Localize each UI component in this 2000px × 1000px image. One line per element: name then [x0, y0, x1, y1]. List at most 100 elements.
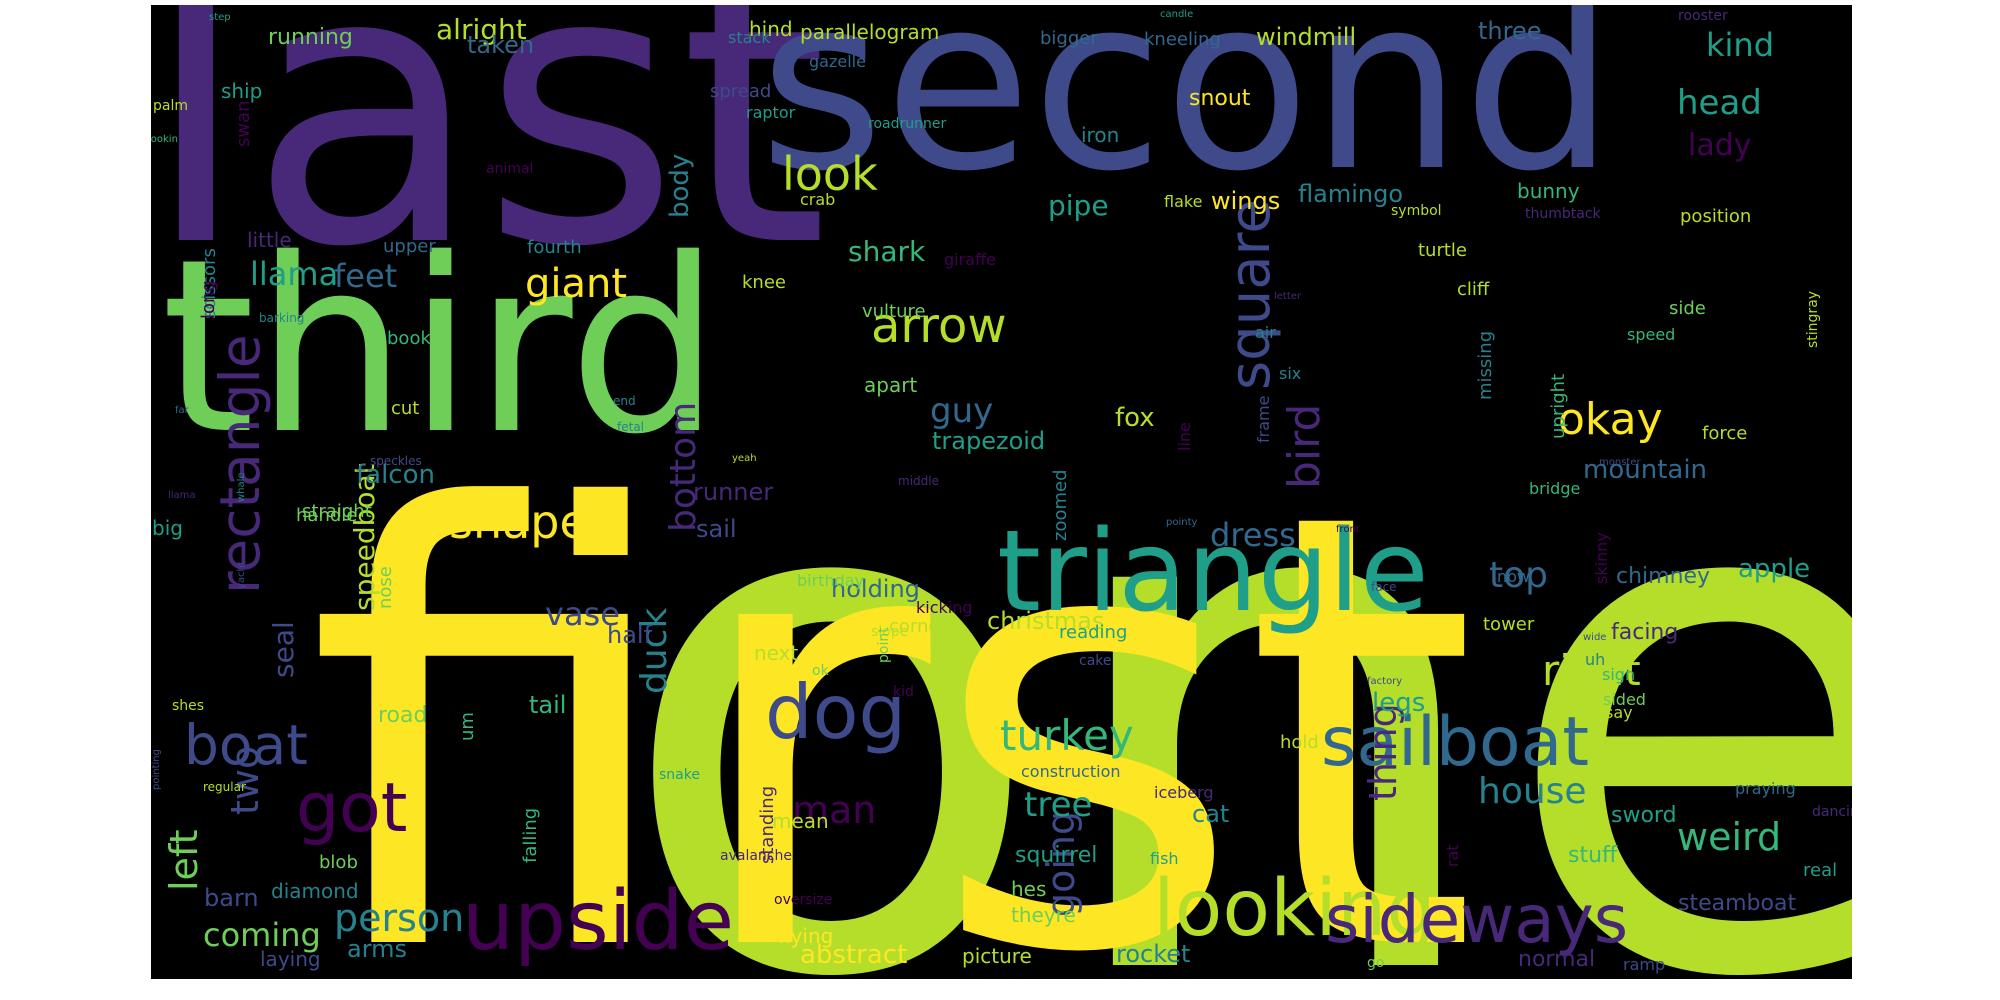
cloud-word-roadrunner: roadrunner [868, 116, 946, 132]
cloud-word-force: force [1702, 423, 1747, 444]
cloud-word-christmas: christmas [987, 607, 1104, 635]
cloud-word-side: side [1669, 298, 1706, 319]
cloud-word-guy: guy [930, 391, 993, 431]
cloud-word-upper: upper [383, 236, 436, 257]
cloud-word-wide: wide [1583, 632, 1606, 643]
cloud-word-thumbtack: thumbtack [1525, 206, 1602, 222]
cloud-word-real: real [1803, 860, 1837, 881]
cloud-word-air: air [1255, 323, 1276, 342]
cloud-word-cat: cat [1192, 800, 1229, 828]
cloud-word-taken: taken [467, 31, 534, 59]
cloud-word-middle: middle [898, 474, 939, 488]
cloud-word-candle: candle [1160, 9, 1193, 20]
cloud-word-giraffe: giraffe [944, 250, 996, 269]
cloud-word-yacht: yacht [236, 561, 247, 589]
cloud-word-giant: giant [525, 261, 627, 307]
cloud-word-six: six [1279, 364, 1301, 383]
cloud-word-abstract: abstract [800, 940, 907, 970]
cloud-word-fourth: fourth [527, 237, 582, 258]
cloud-word-corner: corner [889, 616, 947, 637]
cloud-word-frame: frame [1254, 396, 1273, 443]
cloud-word-normal: normal [1518, 947, 1595, 972]
cloud-word-one: one [614, 307, 1852, 979]
cloud-word-last: last [151, 5, 828, 330]
cloud-word-bigger: bigger [1040, 28, 1098, 49]
cloud-word-iceberg: iceberg [1154, 783, 1214, 802]
cloud-word-triangle: triangle [997, 507, 1429, 637]
cloud-word-running: running [268, 25, 353, 50]
cloud-word-squirrel: squirrel [1015, 843, 1097, 868]
cloud-word-house: house [1478, 771, 1587, 812]
cloud-word-hind: hind [749, 17, 793, 41]
cloud-word-lady: lady [1688, 128, 1752, 163]
cloud-word-kid: kid [893, 684, 914, 700]
cloud-word-right: right [1542, 646, 1641, 695]
cloud-word-slope: slope [871, 624, 908, 640]
cloud-word-okay: okay [1558, 394, 1663, 445]
cloud-word-speedboat: speedboat [348, 463, 381, 611]
cloud-word-flying: flying [778, 924, 833, 948]
cloud-word-uh: uh [1585, 650, 1605, 669]
cloud-word-dancing: dancing [1812, 804, 1852, 820]
cloud-word-big: big [152, 516, 183, 540]
cloud-word-scissors: scissors [199, 248, 220, 319]
cloud-word-pointy: pointy [1166, 517, 1198, 528]
cloud-word-alright: alright [436, 13, 527, 46]
cloud-word-half: half [607, 621, 653, 649]
cloud-word-lookin: lookin [151, 134, 178, 145]
cloud-word-steamboat: steamboat [1678, 891, 1796, 916]
cloud-word-fox: fox [1115, 403, 1155, 433]
cloud-word-body: body [665, 154, 695, 218]
cloud-word-stuff: stuff [1568, 843, 1618, 868]
cloud-word-letter: letter [1274, 291, 1302, 302]
cloud-word-looking: looking [1153, 864, 1436, 954]
cloud-word-oversize: oversize [774, 892, 832, 908]
cloud-word-runner: runner [693, 478, 773, 506]
cloud-word-coming: coming [203, 916, 321, 954]
cloud-word-duck: duck [634, 608, 675, 694]
cloud-word-shark: shark [848, 235, 926, 268]
cloud-word-weird: weird [1677, 815, 1781, 859]
cloud-word-skinny: skinny [1592, 532, 1611, 584]
cloud-word-arms: arms [347, 935, 407, 963]
cloud-word-line: line [1175, 422, 1194, 451]
cloud-word-speed: speed [1627, 325, 1675, 344]
cloud-word-look: look [782, 147, 878, 201]
cloud-word-road: road [378, 703, 427, 728]
cloud-word-sail: sail [696, 515, 737, 543]
cloud-word-sailboat: sailboat [1321, 703, 1589, 782]
cloud-word-top: top [1489, 555, 1548, 596]
cloud-word-square: square [1218, 199, 1283, 390]
cloud-word-ramp: ramp [1623, 955, 1665, 974]
cloud-word-snake: snake [659, 767, 700, 783]
cloud-word-llama: llama [168, 490, 196, 501]
cloud-word-symbol: symbol [1391, 203, 1442, 219]
cloud-word-going: going [1039, 811, 1083, 917]
cloud-word-bridge: bridge [1529, 479, 1580, 498]
cloud-word-little: little [247, 228, 292, 252]
cloud-word-bunny: bunny [1517, 179, 1580, 203]
cloud-word-falling: falling [520, 808, 541, 863]
cloud-word-monster: monster [1599, 457, 1641, 468]
cloud-word-third: third [161, 207, 721, 487]
cloud-word-swan: swan [233, 100, 254, 147]
cloud-word-turkey: turkey [1000, 711, 1134, 760]
cloud-word-birthday: birthday [797, 571, 864, 590]
cloud-word-bottom: bottom [663, 402, 704, 532]
cloud-word-wings: wings [1211, 187, 1280, 215]
cloud-word-parallelogram: parallelogram [800, 20, 939, 44]
cloud-word-three: three [1478, 17, 1542, 45]
word-cloud-panel: one first last second third triangle upside loo… [151, 5, 1852, 979]
cloud-word-feet: feet [334, 257, 397, 295]
cloud-word-head: head [1677, 83, 1762, 123]
cloud-word-dog: dog [765, 668, 906, 756]
cloud-word-handle: handle [296, 505, 357, 526]
cloud-word-sideways: sideways [1325, 881, 1628, 958]
cloud-word-sided: sided [1603, 690, 1646, 709]
cloud-word-arrow: arrow [871, 298, 1007, 354]
cloud-word-chimney: chimney [1616, 564, 1710, 589]
cloud-word-construction: construction [1021, 762, 1121, 781]
cloud-word-kind: kind [1706, 26, 1774, 64]
cloud-word-seal: seal [267, 621, 300, 678]
cloud-word-diamond: diamond [271, 879, 359, 903]
